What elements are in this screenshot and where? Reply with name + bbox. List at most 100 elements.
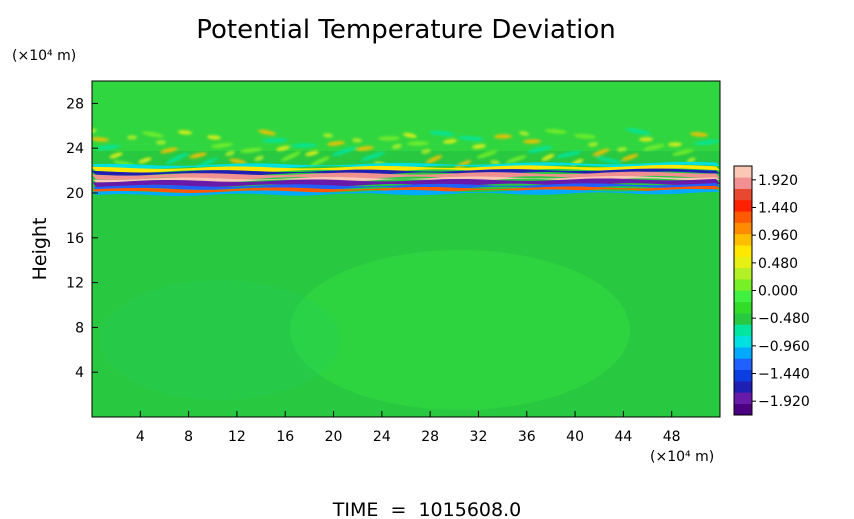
ripple-mark (378, 136, 400, 141)
time-footer: TIME = 1015608.0 (332, 499, 521, 519)
colorbar-swatch (734, 245, 752, 257)
heatmap-layer-band (92, 161, 720, 197)
ripple-mark (643, 144, 665, 151)
colorbar-swatch (734, 267, 752, 280)
ripple-mark (211, 142, 233, 148)
colorbar-swatch (734, 381, 752, 393)
colorbar-label: 1.920 (758, 173, 798, 189)
colorbar-swatch (734, 313, 752, 325)
colorbar-swatch (734, 324, 752, 337)
ripple-mark (668, 142, 682, 147)
colorbar-label: −0.480 (758, 311, 810, 327)
ripple-mark (407, 141, 429, 146)
colorbar-swatch (734, 166, 752, 178)
layer-stripe (92, 175, 720, 183)
x-tick-label: 48 (663, 429, 681, 445)
ripple-mark (519, 131, 529, 136)
colorbar-label: −1.920 (758, 394, 810, 410)
ripple-mark (323, 133, 333, 138)
ripple-mark (545, 129, 567, 134)
ripple-mark (225, 150, 235, 157)
y-tick-label: 16 (66, 231, 84, 247)
heatmap-plot-area (92, 81, 720, 417)
ripple-mark (425, 155, 443, 164)
ripple-mark (523, 139, 541, 144)
ripple-mark (356, 145, 374, 151)
x-unit-label: (×10⁴ m) (650, 449, 714, 465)
ripple-mark (527, 145, 553, 154)
ripple-mark (258, 129, 276, 136)
ripple-mark (454, 160, 472, 169)
heatmap-background (92, 81, 720, 417)
ripple-mark (142, 131, 164, 138)
ripple-mark (280, 151, 302, 162)
colorbar-swatch (734, 211, 752, 223)
ripple-mark (156, 140, 166, 145)
ripple-mark (392, 143, 402, 149)
ripple-mark (189, 152, 207, 159)
ripple-mark (160, 147, 178, 154)
x-tick-label: 20 (325, 429, 343, 445)
ripple-mark (240, 147, 262, 153)
plot-frame (91, 80, 721, 418)
ripple-mark (331, 146, 357, 157)
ripple-mark (305, 150, 319, 157)
x-tick-label: 28 (421, 429, 439, 445)
colorbar-swatch (734, 347, 752, 359)
colorbar-label: 0.480 (758, 256, 798, 272)
ripple-mark (327, 140, 345, 146)
ripple-mark (109, 152, 123, 159)
heatmap-lower-swirl-2 (100, 280, 340, 400)
y-tick-label: 24 (66, 141, 84, 157)
colorbar-swatch (734, 279, 752, 291)
colorbar-swatch (734, 199, 752, 212)
ripple-mark (229, 158, 247, 165)
x-tick-label: 8 (184, 429, 193, 445)
colorbar-label: −0.960 (758, 339, 810, 355)
ripple-mark (421, 148, 431, 154)
x-tick-label: 32 (470, 429, 488, 445)
ripple-mark (625, 128, 651, 135)
heatmap-upper-tint (92, 81, 720, 151)
x-tick-label: 24 (373, 429, 391, 445)
colorbar-swatch (734, 233, 752, 246)
ripple-mark (309, 156, 331, 167)
ripple-mark (556, 150, 582, 159)
colorbar-swatch (734, 335, 752, 348)
y-tick-label: 4 (75, 365, 84, 381)
ripple-mark (138, 157, 152, 164)
x-tick-label: 12 (228, 429, 246, 445)
x-tick-label: 4 (136, 429, 145, 445)
ripple-mark (127, 135, 137, 140)
y-tick-label: 8 (75, 320, 84, 336)
colorbar-label: 0.000 (758, 284, 798, 300)
colorbar-swatch (734, 177, 752, 189)
ripple-mark (494, 134, 512, 139)
ripple-mark (443, 139, 457, 144)
ripple-mark (596, 157, 622, 164)
colorbar-swatch (734, 290, 752, 303)
ripple-mark (352, 138, 362, 143)
ripple-mark (490, 160, 500, 165)
x-tick-label: 44 (614, 429, 632, 445)
x-tick-label: 36 (518, 429, 536, 445)
colorbar-swatch (734, 392, 752, 404)
ripple-mark (92, 137, 109, 142)
ripple-mark (476, 150, 498, 159)
layer-stripe (92, 164, 720, 173)
colorbar-swatch (734, 256, 752, 269)
colorbar-label: −1.440 (758, 367, 810, 383)
colorbar-swatch (734, 188, 752, 201)
ripple-mark (291, 143, 317, 148)
ripple-mark (458, 135, 484, 141)
y-tick-label: 12 (66, 276, 84, 292)
colorbar-swatch (734, 369, 752, 382)
ripple-mark (95, 144, 121, 151)
y-tick-label: 28 (66, 96, 84, 112)
ripple-mark (690, 132, 708, 137)
x-tick-label: 16 (276, 429, 294, 445)
ripple-mark (429, 130, 455, 136)
colorbar-label: 1.440 (758, 201, 798, 217)
colorbar-swatch (734, 301, 752, 314)
colorbar (733, 165, 753, 416)
